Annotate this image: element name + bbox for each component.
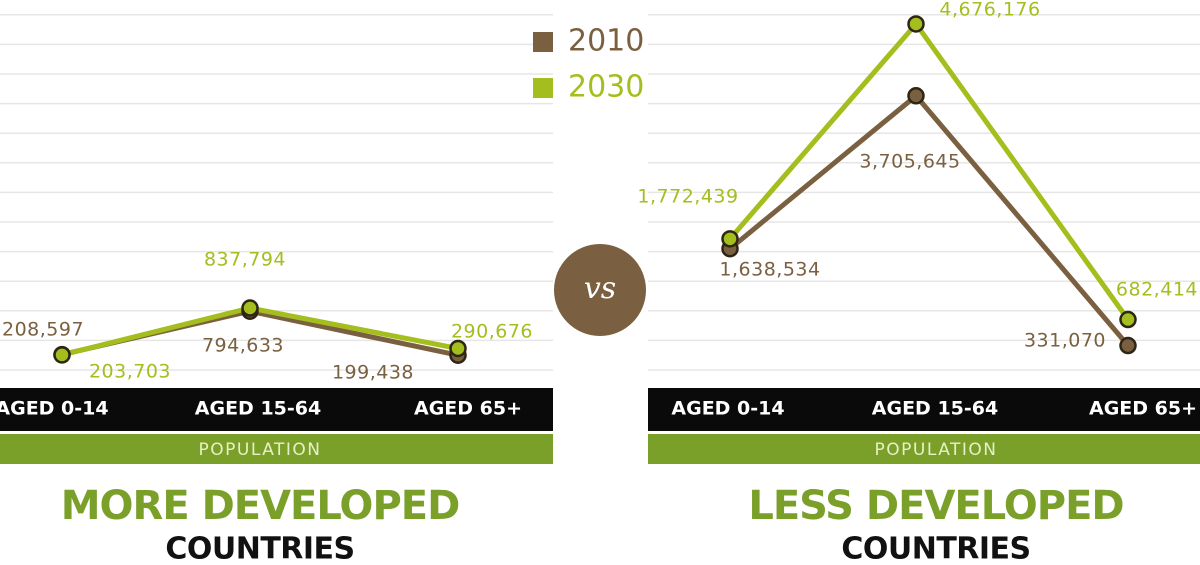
vs-label: vs xyxy=(584,271,616,306)
data-label: 203,703 xyxy=(89,361,171,383)
data-label: 199,438 xyxy=(332,362,414,384)
data-label: 1,772,439 xyxy=(637,186,738,208)
data-label: 837,794 xyxy=(204,249,286,271)
chart-title: MORE DEVELOPED xyxy=(61,483,460,529)
x-tick-label: AGED 15-64 xyxy=(195,398,321,420)
data-label: 682,414 xyxy=(1116,279,1198,301)
data-label: 794,633 xyxy=(202,335,284,357)
legend-label: 2010 xyxy=(568,24,644,59)
x-tick-label: AGED 0-14 xyxy=(0,398,109,420)
x-axis-label: POPULATION xyxy=(199,440,322,460)
chart-subtitle: COUNTRIES xyxy=(841,532,1030,565)
legend-swatch xyxy=(533,78,553,98)
data-label: 208,597 xyxy=(2,319,84,341)
point-marker xyxy=(907,87,925,105)
data-label: 331,070 xyxy=(1024,330,1106,352)
axis-label-band xyxy=(0,434,553,464)
data-label: 3,705,645 xyxy=(859,151,960,173)
data-label: 1,638,534 xyxy=(719,259,820,281)
x-tick-label: AGED 0-14 xyxy=(671,398,784,420)
data-label: 290,676 xyxy=(451,321,533,343)
legend-label: 2030 xyxy=(568,70,644,105)
axis-label-band xyxy=(648,434,1200,464)
point-marker xyxy=(1119,310,1137,329)
chart-title: LESS DEVELOPED xyxy=(748,483,1123,529)
x-axis-label: POPULATION xyxy=(875,440,998,460)
data-label: 4,676,176 xyxy=(939,0,1040,21)
point-marker xyxy=(1119,336,1137,355)
x-tick-label: AGED 15-64 xyxy=(872,398,998,420)
vs-badge xyxy=(554,244,646,336)
category-band xyxy=(648,388,1200,431)
point-marker xyxy=(53,346,71,364)
point-marker xyxy=(907,15,925,33)
point-marker xyxy=(241,299,259,317)
legend-swatch xyxy=(533,32,553,52)
category-band xyxy=(0,388,553,431)
chart-subtitle: COUNTRIES xyxy=(165,532,354,565)
point-marker xyxy=(721,230,739,248)
x-tick-label: AGED 65+ xyxy=(414,398,522,420)
point-marker xyxy=(449,339,467,358)
x-tick-label: AGED 65+ xyxy=(1089,398,1197,420)
